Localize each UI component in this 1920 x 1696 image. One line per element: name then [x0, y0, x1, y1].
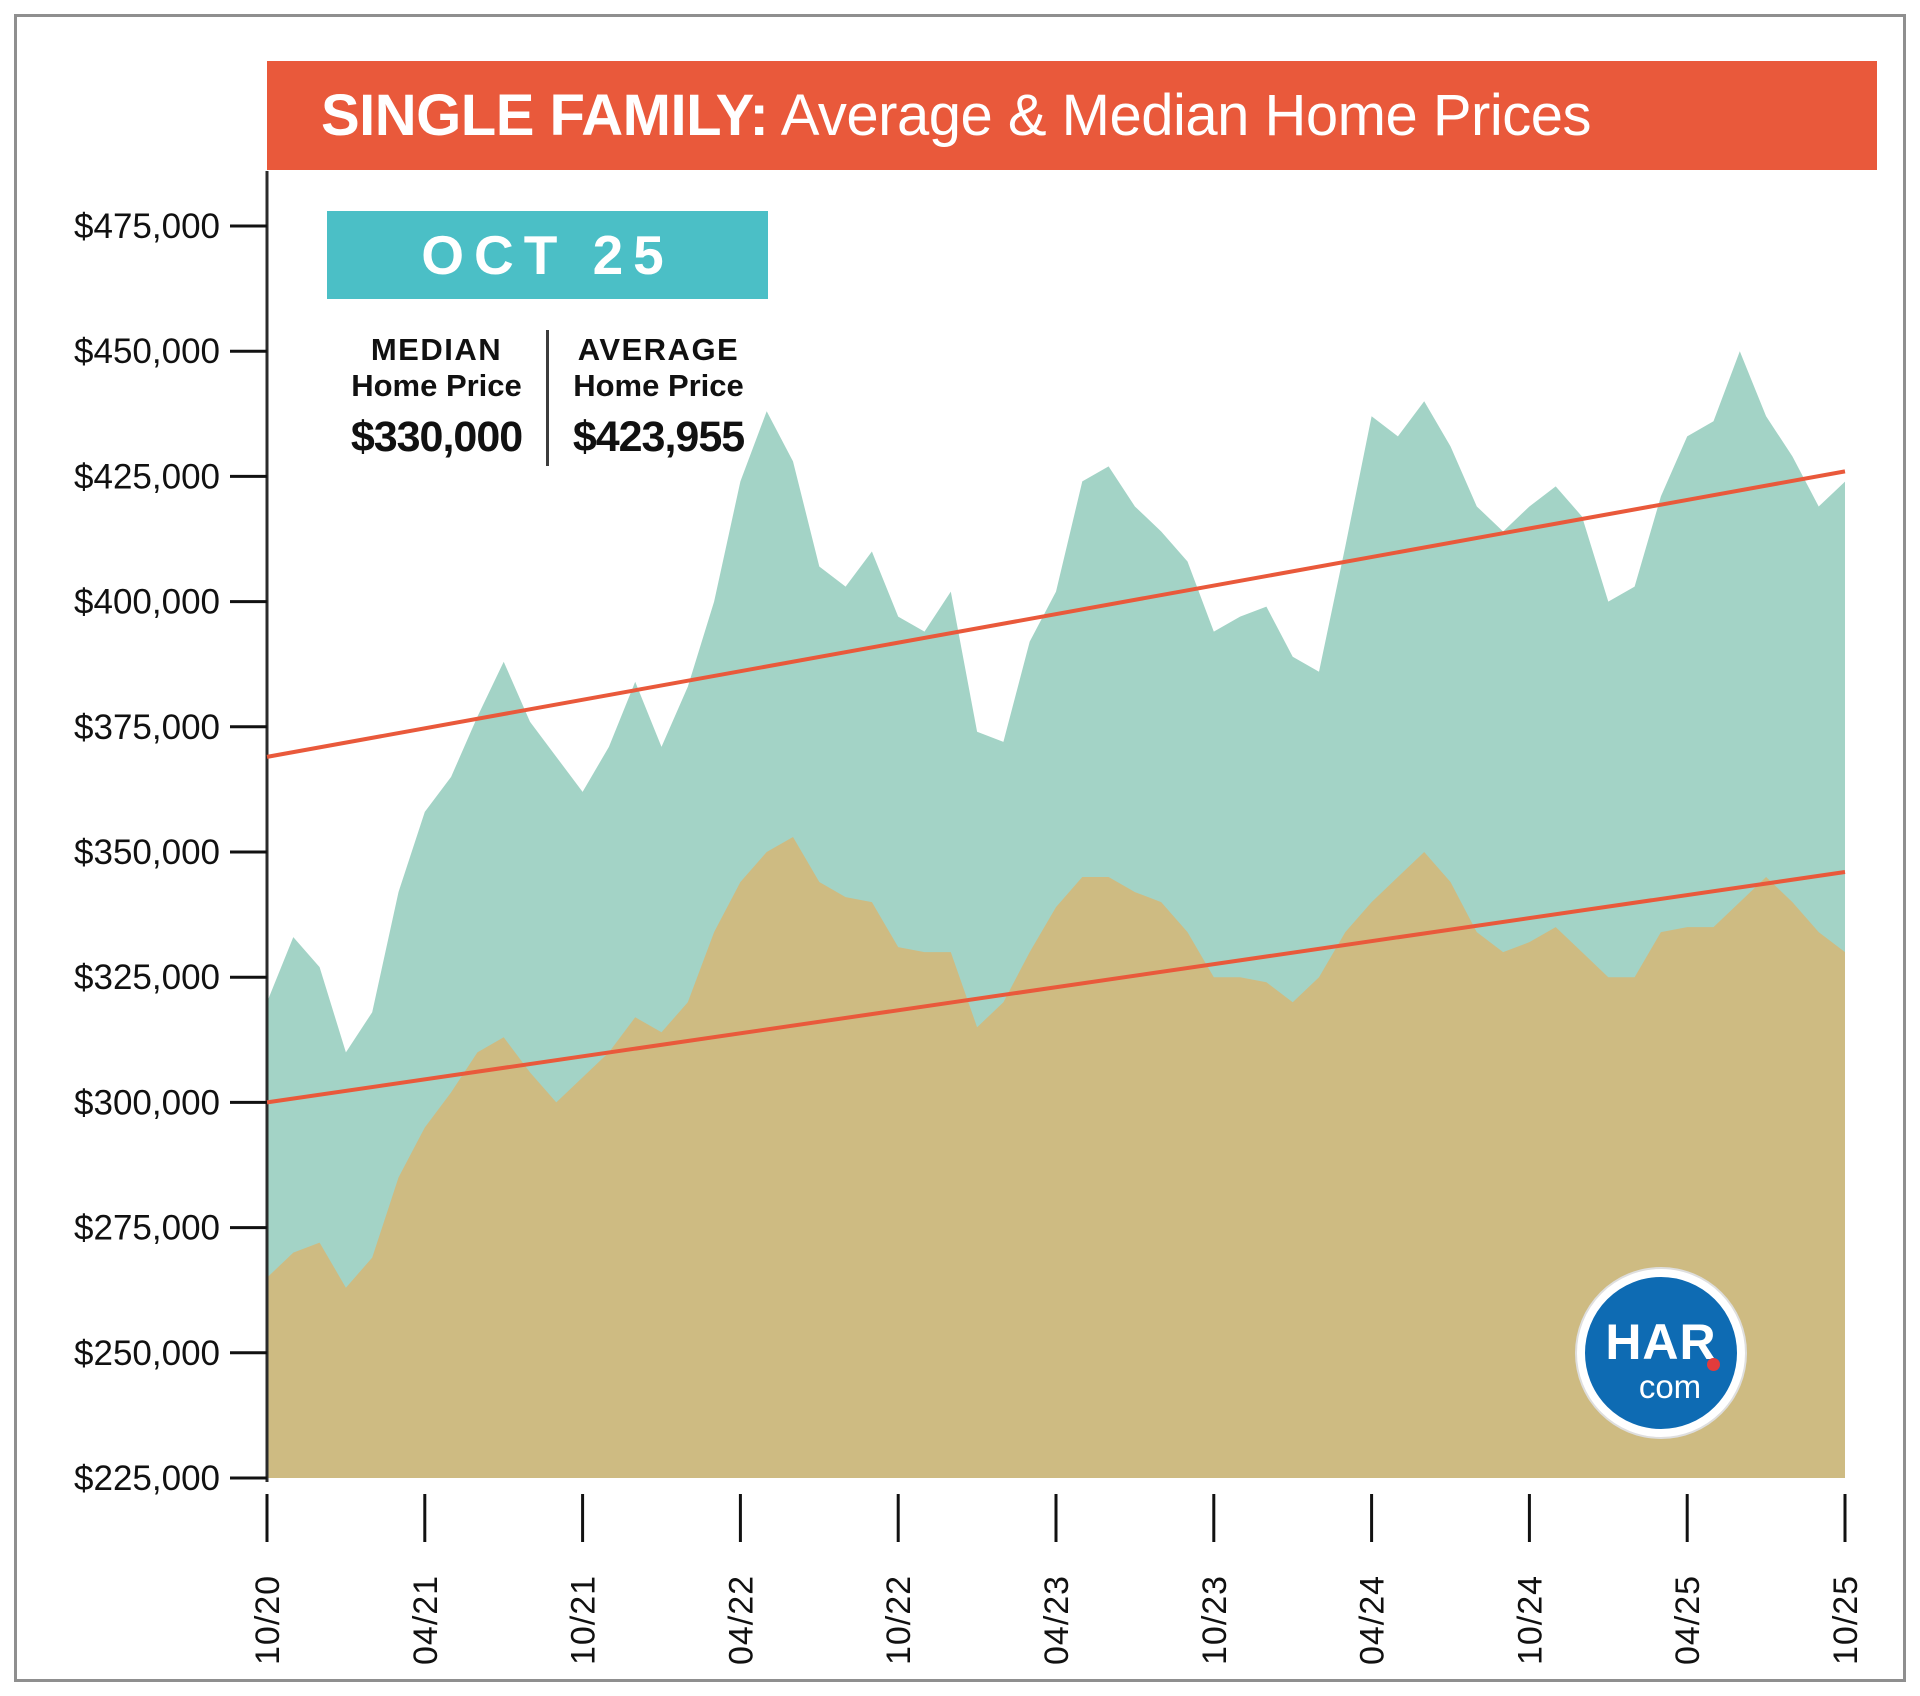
month-badge: OCT 25	[327, 211, 768, 299]
y-axis-tick-label: $475,000	[74, 207, 220, 246]
y-axis-tick-label: $350,000	[74, 833, 220, 872]
x-axis-tick-label: 04/21	[407, 1575, 445, 1665]
average-stat-label: AVERAGE	[577, 332, 740, 367]
stats-panel: MEDIAN Home Price $330,000 AVERAGE Home …	[327, 330, 768, 467]
average-trendline	[266, 469, 1846, 759]
y-axis-tick-label: $325,000	[74, 958, 220, 997]
x-axis-tick-label: 10/24	[1511, 1575, 1549, 1665]
y-axis-tick-label: $275,000	[74, 1209, 220, 1248]
x-axis-tick-label: 10/21	[565, 1575, 603, 1665]
x-axis-tick-label: 10/20	[249, 1575, 287, 1665]
median-stat-sublabel: Home Price	[351, 367, 522, 403]
x-axis-tick-label: 04/22	[722, 1575, 760, 1665]
x-axis-tick-label: 04/23	[1038, 1575, 1076, 1665]
median-stat-value: $330,000	[350, 413, 523, 462]
har-logo-main: HAR	[1585, 1314, 1737, 1371]
x-axis-tick-label: 04/24	[1354, 1575, 1392, 1665]
average-stat-value: $423,955	[572, 413, 745, 462]
x-axis-tick-label: 04/25	[1669, 1575, 1707, 1665]
y-axis-tick-label: $400,000	[74, 583, 220, 622]
har-logo-red-dot-icon	[1707, 1358, 1720, 1371]
x-axis-tick-label: 10/22	[880, 1575, 918, 1665]
chart-title-bar: SINGLE FAMILY: Average & Median Home Pri…	[267, 61, 1877, 170]
x-axis-tick-label: 10/23	[1196, 1575, 1234, 1665]
y-axis-tick-label: $225,000	[74, 1459, 220, 1498]
har-logo-text: HAR	[1605, 1314, 1717, 1370]
y-axis-tick-label: $425,000	[74, 457, 220, 496]
y-axis-tick-label: $250,000	[74, 1334, 220, 1373]
median-stat: MEDIAN Home Price $330,000	[327, 330, 546, 466]
median-trendline	[266, 870, 1846, 1105]
x-axis-tick-label: 10/25	[1827, 1575, 1865, 1665]
har-logo-sub: com	[1638, 1368, 1702, 1405]
har-logo: HAR com	[1577, 1269, 1745, 1437]
stats-divider	[546, 330, 549, 467]
y-axis-tick-label: $375,000	[74, 708, 220, 747]
average-stat-sublabel: Home Price	[573, 367, 744, 403]
chart-title-category: SINGLE FAMILY:	[321, 83, 769, 148]
average-stat: AVERAGE Home Price $423,955	[549, 330, 768, 466]
chart-title-text: Average & Median Home Prices	[768, 83, 1592, 148]
y-axis-tick-label: $450,000	[74, 332, 220, 371]
y-axis-tick-label: $300,000	[74, 1083, 220, 1122]
median-price-area	[267, 836, 1845, 1478]
median-stat-label: MEDIAN	[370, 332, 503, 367]
